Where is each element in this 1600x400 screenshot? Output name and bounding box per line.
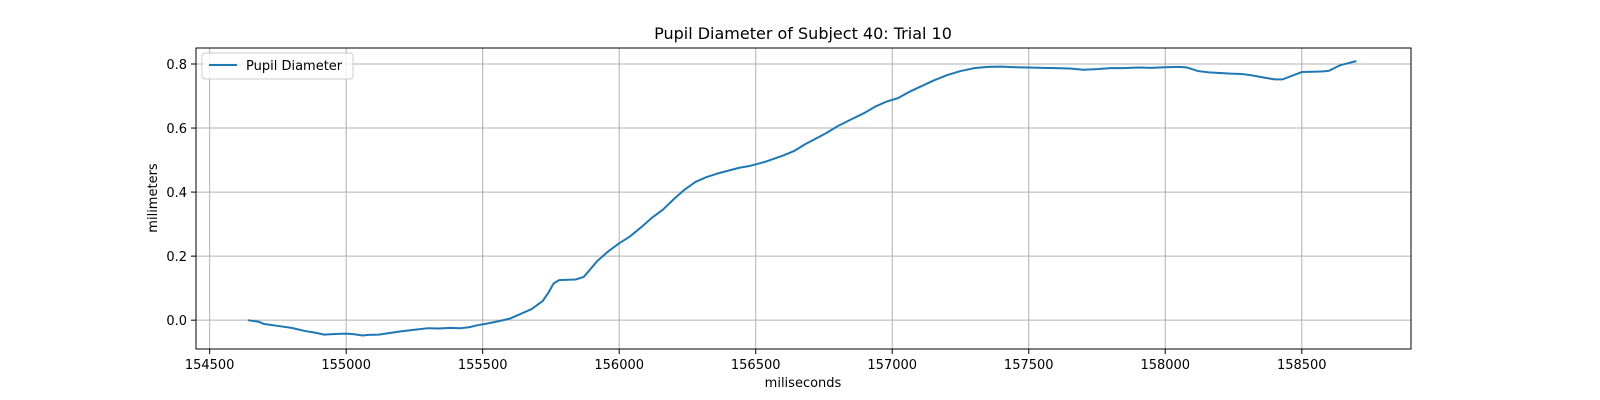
x-tick-label: 157000 (867, 358, 917, 373)
x-axis-label: miliseconds (765, 376, 842, 391)
y-axis-label: milimeters (146, 163, 161, 233)
y-tick-label: 0.6 (166, 122, 187, 137)
series-group (247, 60, 1357, 337)
y-ticks: 0.0 0.2 0.4 0.6 0.8 (166, 58, 196, 329)
x-tick-label: 158000 (1140, 358, 1190, 373)
x-ticks: 154500 155000 155500 156000 156500 157000 1575… (185, 349, 1327, 373)
x-tick-label: 155000 (321, 358, 371, 373)
x-tick-label: 157500 (1004, 358, 1054, 373)
legend-box (201, 52, 354, 80)
y-tick-label: 0.8 (166, 58, 187, 73)
x-tick-label: 158500 (1277, 358, 1327, 373)
x-tick-label: 156500 (731, 358, 781, 373)
y-tick-label: 0.0 (166, 314, 187, 329)
plot-frame (195, 47, 1412, 350)
chart-title: Pupil Diameter of Subject 40: Trial 10 (654, 24, 952, 43)
y-tick-label: 0.4 (166, 186, 187, 201)
grid (196, 48, 1411, 349)
legend: Pupil Diameter (201, 52, 354, 80)
x-tick-label: 156000 (594, 358, 644, 373)
y-tick-label: 0.2 (166, 250, 187, 265)
legend-label: Pupil Diameter (246, 59, 343, 74)
x-tick-label: 155500 (458, 358, 508, 373)
series-line-pupil-diameter (247, 60, 1357, 337)
x-tick-label: 154500 (185, 358, 235, 373)
